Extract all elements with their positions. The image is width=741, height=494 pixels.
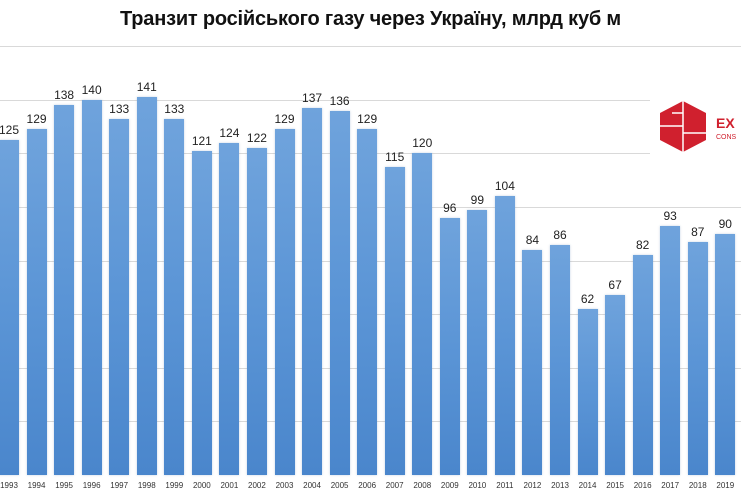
data-label: 104 [494,179,515,194]
x-tick-label: 2005 [330,481,349,490]
data-label: 138 [54,88,75,103]
data-label: 133 [109,101,130,116]
bar [191,150,212,475]
bar [715,233,736,475]
logo [650,99,741,154]
chart-title: Транзит російського газу через Україну, … [120,8,621,30]
data-label: 82 [635,238,650,253]
data-label: 136 [329,93,350,108]
hexagon-logo-icon [660,101,706,152]
bar [81,99,102,475]
data-label: 99 [470,192,485,207]
x-tick-label: 2011 [496,481,514,490]
data-label: 62 [580,291,595,306]
x-tick-label: 2019 [716,481,735,490]
bar [522,249,543,475]
bar [0,140,19,475]
data-label: 122 [246,131,267,146]
bar [357,129,378,475]
gridline [0,46,741,47]
x-tick-label: 2007 [385,481,404,490]
x-tick-label: 2010 [468,481,487,490]
data-label: 87 [691,224,705,239]
bar [439,217,460,475]
x-tick-label: 2003 [275,481,294,490]
x-tick-label: 2016 [633,481,652,490]
data-label: 137 [302,90,323,105]
gridline [0,100,741,101]
x-tick-label: 1993 [0,481,18,490]
bar [605,295,626,475]
bar [54,105,75,475]
data-label: 140 [81,82,102,97]
x-tick-label: 2004 [303,481,321,490]
data-label: 115 [385,149,405,164]
bar [494,196,515,475]
data-label: 90 [718,216,732,231]
bar [577,308,598,475]
data-label: 86 [553,227,567,242]
logo-text: EX [716,115,735,131]
bar [246,148,267,475]
bar [164,118,185,475]
data-label: 125 [0,123,20,137]
data-label: 84 [525,232,540,247]
bar [302,107,323,475]
bar [632,255,653,475]
x-tick-label: 2001 [220,481,239,490]
x-tick-label: 1994 [27,481,46,490]
data-label: 133 [164,101,185,116]
x-tick-label: 2012 [523,481,542,490]
x-tick-label: 2013 [551,481,569,490]
data-label: 93 [663,208,677,223]
bar [467,209,488,475]
bar [660,225,681,475]
data-label: 67 [608,278,622,293]
bar [550,244,570,475]
data-label: 129 [357,112,378,127]
bar [26,129,47,475]
data-label: 121 [191,133,212,148]
bar [219,142,240,475]
logo-subtext: CONS [716,134,737,141]
bar [384,166,405,475]
x-tick-label: 1996 [82,481,101,490]
x-tick-label: 2008 [413,481,432,490]
x-tick-label: 1998 [137,481,156,490]
x-tick-label: 2002 [248,481,266,490]
data-label: 96 [443,200,457,215]
data-label: 129 [26,112,47,127]
x-tick-label: 2014 [578,481,597,490]
x-tick-label: 2000 [192,481,211,490]
data-label: 129 [274,112,295,127]
x-tick-label: 2018 [688,481,707,490]
bar [136,97,157,475]
data-label: 120 [412,136,433,151]
x-tick-label: 1997 [110,481,129,490]
bar [274,129,295,475]
bar [687,241,708,475]
x-tick-label: 2006 [358,481,377,490]
data-label: 124 [219,125,240,140]
x-tick-label: 2015 [606,481,624,490]
bar [109,118,130,475]
x-tick-label: 2009 [440,481,459,490]
x-tick-label: 1999 [165,481,184,490]
x-tick-label: 1995 [55,481,73,490]
data-label: 141 [136,80,157,95]
bar [329,110,350,475]
bar [412,153,433,475]
x-tick-label: 2017 [661,481,680,490]
